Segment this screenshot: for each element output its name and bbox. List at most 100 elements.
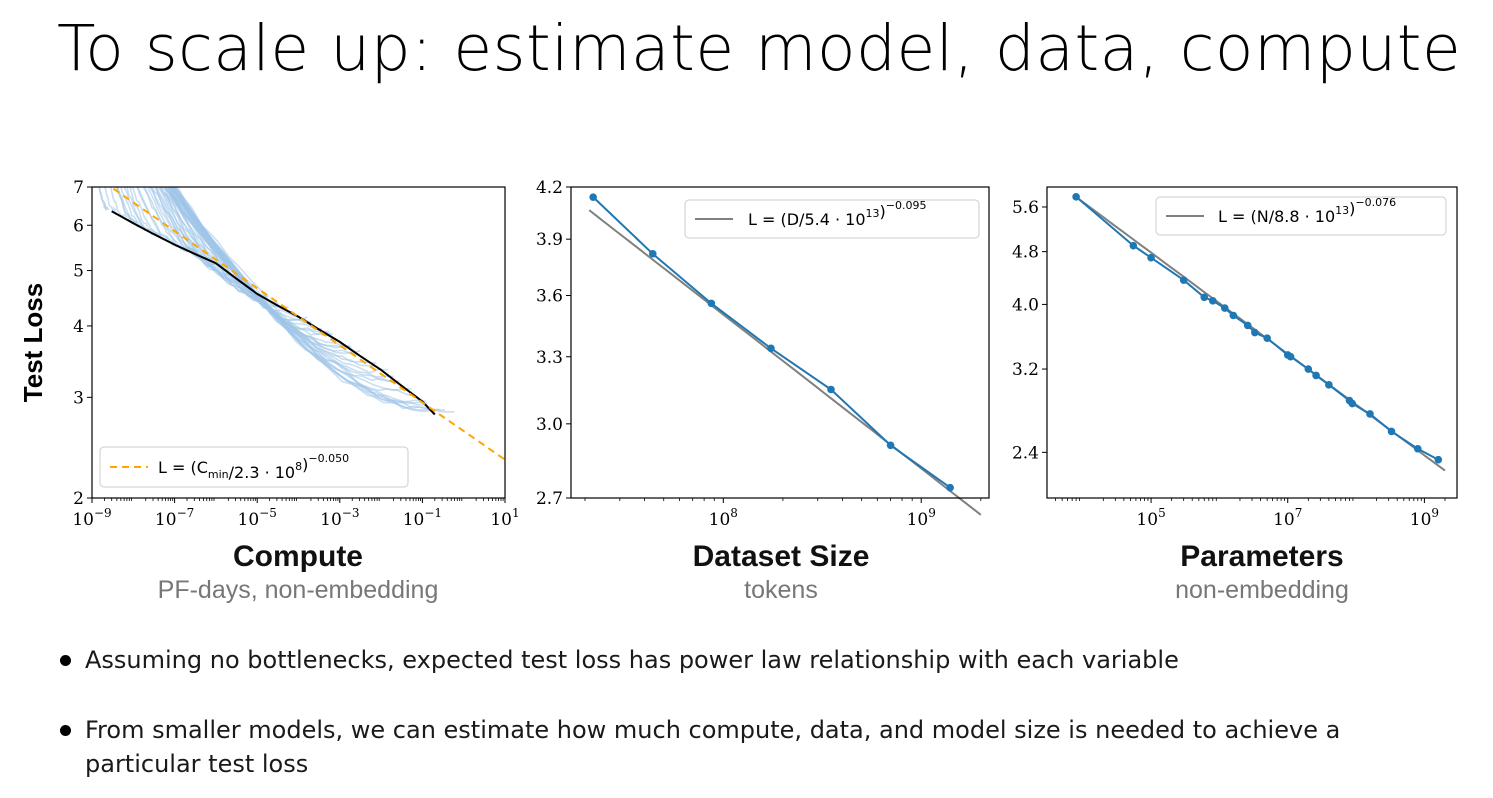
compute-run-curve bbox=[159, 187, 267, 297]
dataset-ytick-label: 3.6 bbox=[536, 287, 563, 307]
compute-run-curve bbox=[144, 187, 198, 254]
compute-ytick-label: 5 bbox=[73, 262, 84, 282]
dataset-legend-box bbox=[684, 199, 980, 239]
parameters-point bbox=[1243, 321, 1252, 330]
dataset-xlabel-sub: tokens bbox=[744, 576, 818, 604]
compute-xlabel: Compute bbox=[233, 540, 363, 573]
parameters-point bbox=[1312, 371, 1320, 380]
compute-xtick-label-exp: −1 bbox=[424, 506, 442, 520]
compute-run-curve bbox=[98, 187, 108, 211]
compute-legend: L = (Cmin/2.3 · 108)−0.050 bbox=[99, 446, 409, 488]
compute-run-curve bbox=[169, 187, 400, 384]
bullet-dot-icon bbox=[60, 655, 71, 666]
parameters-point bbox=[1387, 427, 1396, 436]
compute-legend-label-sup: 8 bbox=[295, 460, 302, 473]
dataset-point bbox=[886, 441, 895, 450]
compute-legend-label-seg: ) bbox=[302, 455, 308, 474]
compute-run-curve bbox=[167, 190, 428, 406]
dataset-xlabel: Dataset Size bbox=[692, 540, 870, 573]
charts-figure: 10−9 10−7 10−5 10−3 10−1 101 2 3 4 5 6 7 Test Loss L … bbox=[18, 178, 1458, 530]
parameters-legend-label-sup: 13 bbox=[1335, 204, 1349, 217]
compute-run-curve bbox=[116, 187, 138, 223]
compute-xtick-label-exp: −3 bbox=[342, 506, 360, 520]
compute-legend-label-seg: L = (C bbox=[158, 458, 208, 477]
dataset-legend: L = (D/5.4 · 1013)−0.095 bbox=[684, 199, 980, 239]
parameters-point bbox=[1263, 334, 1271, 342]
bullet-item: Assuming no bottlenecks, expected test l… bbox=[60, 643, 1460, 677]
compute-xtick-label: 101 bbox=[490, 506, 519, 530]
parameters-point bbox=[1304, 365, 1313, 373]
dataset-series-line bbox=[592, 196, 951, 489]
compute-frontier-line bbox=[111, 210, 436, 416]
dataset-legend-label-sup: −0.095 bbox=[886, 199, 927, 212]
dataset-ytick-label: 3.0 bbox=[536, 415, 563, 435]
dataset-point bbox=[589, 193, 597, 201]
compute-run-curve bbox=[172, 194, 445, 411]
compute-legend-label: L = (Cmin/2.3 · 108)−0.050 bbox=[158, 452, 349, 482]
compute-legend-label-sup: −0.050 bbox=[308, 452, 349, 465]
parameters-legend-label-seg: L = (N/8.8 · 10 bbox=[1218, 207, 1335, 226]
compute-xtick-label-exp: −5 bbox=[259, 506, 277, 520]
dataset-point bbox=[827, 385, 835, 394]
compute-ytick-label: 7 bbox=[73, 178, 84, 198]
dataset-point bbox=[946, 483, 954, 492]
chart-compute: 10−9 10−7 10−5 10−3 10−1 101 2 3 4 5 6 7 Test Loss L … bbox=[18, 178, 520, 530]
parameters-point bbox=[1434, 455, 1443, 464]
parameters-point bbox=[1413, 444, 1422, 453]
chart-compute-plot bbox=[98, 187, 505, 461]
compute-run-curve bbox=[170, 187, 394, 378]
parameters-series-line bbox=[1075, 196, 1439, 461]
dataset-legend-label-seg: L = (D/5.4 · 10 bbox=[748, 210, 866, 229]
chart-dataset: 108 109 2.7 3.0 3.3 3.6 3.9 4.2 L = (D/5.4 · 101… bbox=[536, 178, 990, 530]
parameters-xlabel: Parameters bbox=[1180, 540, 1344, 573]
parameters-xtick-label: 109 bbox=[1410, 506, 1439, 530]
bullet-text: Assuming no bottlenecks, expected test l… bbox=[85, 646, 1179, 674]
compute-legend-box bbox=[99, 446, 409, 488]
bullet-text: From smaller models, we can estimate how… bbox=[85, 716, 1341, 778]
compute-legend-label-seg: /2.3 · 10 bbox=[229, 463, 295, 482]
parameters-point bbox=[1348, 399, 1357, 408]
dataset-legend-label-seg: ) bbox=[880, 202, 886, 221]
dataset-xtick-label: 108 bbox=[709, 506, 738, 530]
compute-run-curve bbox=[173, 195, 455, 413]
slide-title: To scale up: estimate model, data, compu… bbox=[57, 12, 1462, 85]
dataset-point bbox=[767, 344, 775, 353]
parameters-ytick-label: 5.6 bbox=[1012, 198, 1039, 218]
bullet-item: From smaller models, we can estimate how… bbox=[60, 713, 1460, 781]
parameters-legend-label-seg: ) bbox=[1349, 199, 1355, 218]
compute-ytick-label: 3 bbox=[73, 388, 84, 408]
compute-run-curve bbox=[109, 187, 127, 218]
compute-run-curve bbox=[131, 187, 169, 241]
dataset-ytick-label: 3.9 bbox=[536, 230, 563, 250]
compute-run-curve bbox=[120, 187, 147, 230]
parameters-point bbox=[1221, 304, 1229, 312]
parameters-point bbox=[1208, 297, 1217, 305]
parameters-caption: Parameters non-embedding bbox=[1052, 540, 1472, 605]
compute-xtick-label-exp: 1 bbox=[512, 506, 520, 520]
parameters-point bbox=[1229, 311, 1238, 320]
parameters-point bbox=[1072, 193, 1080, 201]
parameters-point bbox=[1366, 410, 1374, 418]
parameters-xtick-label: 107 bbox=[1273, 506, 1302, 530]
compute-ytick-label: 4 bbox=[73, 317, 84, 337]
parameters-point bbox=[1179, 276, 1188, 284]
compute-run-curve bbox=[169, 187, 388, 374]
parameters-xtick-label: 105 bbox=[1136, 506, 1165, 530]
parameters-ytick-label: 4.0 bbox=[1012, 295, 1039, 315]
compute-run-curve bbox=[104, 187, 117, 214]
compute-legend-label-sub: min bbox=[208, 468, 229, 481]
compute-caption: Compute PF-days, non-embedding bbox=[88, 540, 508, 605]
parameters-point bbox=[1325, 381, 1333, 389]
parameters-ytick-label: 2.4 bbox=[1012, 443, 1039, 463]
compute-xtick-label: 10−1 bbox=[403, 506, 442, 530]
dataset-xtick-label: 109 bbox=[907, 506, 936, 530]
compute-ytick-label: 6 bbox=[73, 216, 84, 236]
parameters-point bbox=[1200, 293, 1209, 302]
bullet-list: Assuming no bottlenecks, expected test l… bbox=[60, 643, 1460, 781]
dataset-caption: Dataset Size tokens bbox=[571, 540, 991, 605]
parameters-xlabel-sub: non-embedding bbox=[1175, 576, 1349, 604]
compute-xtick-label: 10−3 bbox=[320, 506, 359, 530]
parameters-point bbox=[1251, 328, 1259, 337]
parameters-ytick-label: 3.2 bbox=[1012, 360, 1039, 380]
compute-run-curve bbox=[164, 192, 426, 404]
